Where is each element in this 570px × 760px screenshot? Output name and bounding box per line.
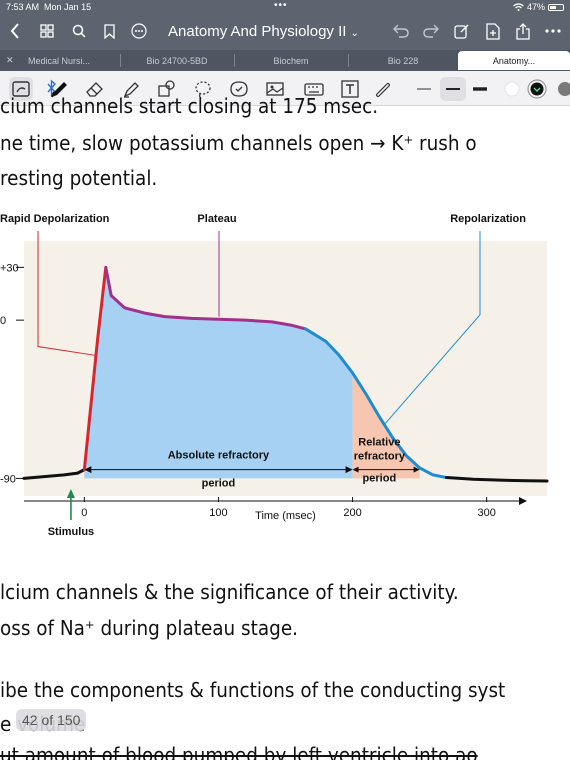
relative-label-3: period: [363, 473, 397, 485]
tab-label: Bio 228: [387, 55, 419, 66]
text-box-icon[interactable]: [338, 77, 362, 101]
status-bar: 7:53 AM Mon Jan 15 ••• 47%: [0, 0, 570, 14]
eraser-icon[interactable]: [83, 77, 107, 101]
stroke-thick-icon[interactable]: [468, 77, 492, 101]
rapid-depolarization-label: Rapid Depolarization: [0, 213, 110, 225]
relative-period-arrow-right: [413, 466, 420, 473]
status-time: 7:53 AM Mon Jan 15: [6, 2, 92, 12]
stimulus-arrow-head: [66, 489, 75, 498]
note-line-3: resting potential.: [0, 166, 158, 190]
absolute-refractory-region: [84, 267, 353, 479]
tab-label: Bio 24700-5BD: [146, 55, 208, 66]
note-line-6: ibe the components & functions of the co…: [0, 678, 506, 702]
note-line-4: lcium channels & the significance of the…: [0, 580, 459, 604]
pen-icon[interactable]: [47, 77, 71, 101]
page-counter[interactable]: 42 of 150: [16, 709, 87, 731]
search-icon[interactable]: [68, 20, 90, 42]
redo-icon[interactable]: [420, 20, 442, 42]
color-white-icon[interactable]: [500, 77, 524, 101]
x-axis-arrow: [519, 497, 527, 505]
tab-bar: ✕ Medical Nursi... Bio 24700-5BD Biochem…: [0, 50, 570, 71]
sticker-icon[interactable]: [227, 77, 251, 101]
notebook-title[interactable]: Anatomy And Physiology II ⌄: [168, 23, 359, 40]
tab-label: Biochem: [273, 55, 309, 66]
note-line-1: cium channels start closing at 175 msec.: [0, 94, 379, 118]
share-icon[interactable]: [512, 20, 534, 42]
absolute-period-arrow-right: [345, 466, 353, 474]
image-icon[interactable]: [263, 77, 287, 101]
drawing-toolbar: [0, 71, 570, 106]
tab-label: Anatomy...: [492, 55, 536, 66]
stroke-thin-icon[interactable]: [412, 77, 436, 101]
resting-curve: [444, 476, 549, 483]
tab-bio-228[interactable]: Bio 228: [350, 51, 456, 70]
lasso-icon[interactable]: [191, 77, 215, 101]
title-dropdown-icon: ⌄: [350, 28, 359, 39]
undo-icon[interactable]: [390, 20, 412, 42]
highlighter-icon[interactable]: [119, 77, 143, 101]
bluetooth-icon: [40, 77, 64, 101]
stroke-medium-icon[interactable]: [440, 77, 466, 101]
note-line-5: oss of Na⁺ during plateau stage.: [0, 616, 298, 640]
tab-label: Medical Nursi...: [27, 55, 90, 66]
grid-view-icon[interactable]: [36, 20, 58, 42]
color-grey-icon[interactable]: [553, 77, 570, 101]
more-options-icon[interactable]: [542, 20, 564, 42]
nav-bar: Anatomy And Physiology II ⌄: [0, 14, 570, 50]
relative-label-2: refractory: [354, 451, 406, 463]
y-tick-label: 0: [0, 315, 6, 327]
repolarization-label: Repolarization: [450, 213, 526, 225]
tab-close-icon[interactable]: ✕: [6, 55, 14, 65]
read-only-icon[interactable]: [9, 77, 33, 101]
color-black-icon[interactable]: [525, 77, 549, 101]
absolute-label-1: Absolute refractory: [168, 450, 270, 462]
note-line-2: ne time, slow potassium channels open → …: [0, 131, 477, 155]
y-tick-label: +30: [0, 262, 19, 274]
relative-period-arrow-left: [352, 466, 359, 473]
laser-pointer-icon[interactable]: [372, 77, 396, 101]
battery-icon: [548, 3, 564, 11]
baseline-curve: [22, 468, 86, 480]
bookmark-icon[interactable]: [98, 20, 120, 42]
tab-biochem[interactable]: Biochem: [236, 51, 346, 70]
x-tick-label: 300: [477, 507, 495, 519]
status-right: 47%: [513, 2, 564, 12]
more-icon[interactable]: [128, 20, 150, 42]
plateau-label: Plateau: [197, 213, 236, 225]
absolute-label-2: period: [202, 478, 236, 490]
battery-percent: 47%: [526, 2, 545, 12]
relative-label-1: Relative: [358, 437, 400, 449]
tab-anatomy[interactable]: Anatomy...: [458, 51, 570, 70]
repolarization-leader-line: [383, 231, 481, 426]
tab-medical-nursing[interactable]: ✕ Medical Nursi...: [0, 51, 118, 70]
rapid-leader-line: [37, 231, 96, 356]
xlabel-bg: [254, 508, 331, 522]
edit-icon[interactable]: [451, 20, 473, 42]
absolute-period-arrow-left: [84, 466, 92, 474]
plateau-curve: [104, 265, 308, 331]
back-chevron-icon[interactable]: [4, 20, 26, 42]
tab-bio-24700[interactable]: Bio 24700-5BD: [122, 51, 232, 70]
x-axis-label: Time (msec): [255, 510, 316, 522]
wifi-icon: [513, 3, 524, 11]
y-tick-label: -90: [0, 473, 16, 485]
action-potential-chart: +30 0 -90 0 100 200 300 Time (msec) Absolute ref…: [0, 213, 549, 538]
repolarization-curve: [304, 327, 448, 480]
depolarization-curve: [82, 265, 108, 472]
x-tick-label: 100: [209, 507, 227, 519]
multitask-dots[interactable]: •••: [274, 0, 288, 11]
keyboard-icon[interactable]: [302, 77, 326, 101]
x-tick-label: 200: [343, 507, 361, 519]
add-page-icon[interactable]: [482, 20, 504, 42]
note-line-8: ut amount of blood pumped by left ventri…: [0, 743, 478, 760]
shapes-icon[interactable]: [155, 77, 179, 101]
x-tick-label: 0: [81, 507, 87, 519]
stimulus-label: Stimulus: [48, 526, 94, 538]
